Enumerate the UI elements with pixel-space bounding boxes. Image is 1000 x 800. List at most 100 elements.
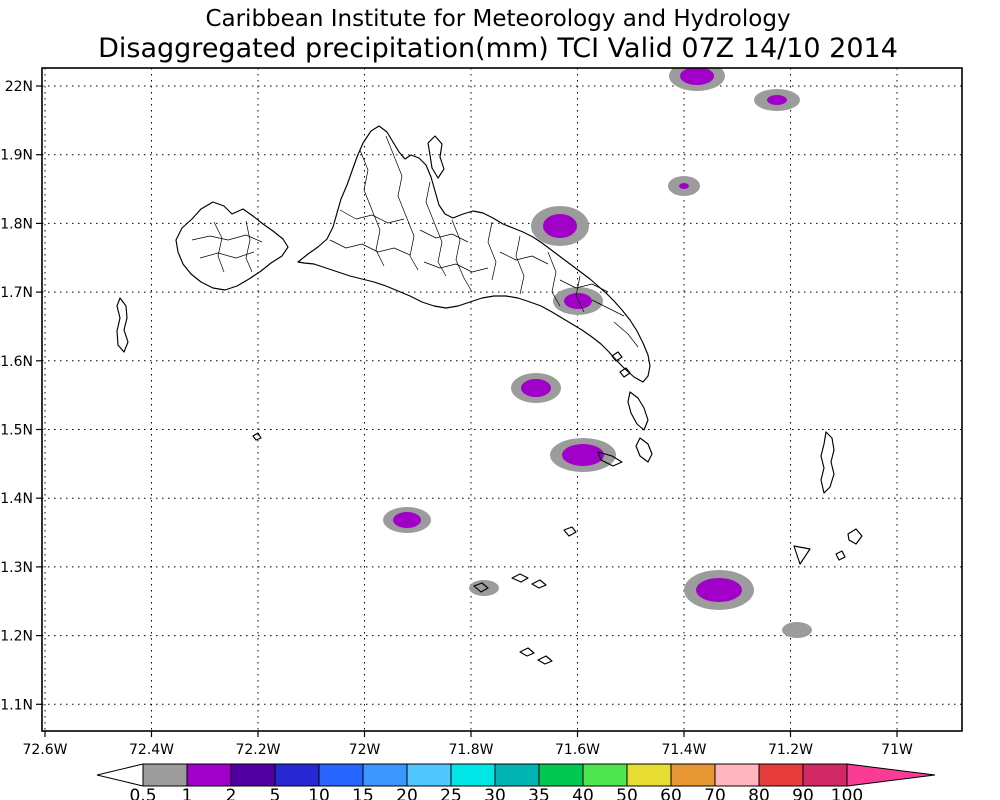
map-inner (42, 68, 962, 731)
precip-cell-inner (521, 379, 551, 397)
colorbar-segment (802, 763, 848, 787)
longitude-tick-label: 72.4W (129, 742, 174, 758)
coastline-detail (329, 239, 411, 256)
coastline (427, 135, 445, 179)
colorbar-segment (230, 763, 276, 787)
colorbar-segment (362, 763, 408, 787)
coastline (116, 297, 129, 353)
colorbar-segment (318, 763, 364, 787)
colorbar-segment (186, 763, 232, 787)
colorbar-segment (626, 763, 672, 787)
latitude-tick-label: 21.8N (0, 216, 33, 232)
latitude-tick-label: 21.9N (0, 148, 33, 164)
colorbar-tick-label: 15 (352, 786, 374, 800)
coastline (175, 201, 289, 291)
page-title: Caribbean Institute for Meteorology and … (205, 6, 790, 32)
latitude-tick-label: 21.3N (0, 560, 33, 576)
coastline (635, 437, 653, 463)
precip-cell-inner (562, 444, 604, 466)
precip-cell-inner (767, 95, 787, 105)
coastline-detail (191, 234, 263, 243)
coastline (473, 582, 489, 593)
latitude-tick-label: 21.1N (0, 697, 33, 713)
latitude-tick-label: 21.4N (0, 491, 33, 507)
colorbar-segment (406, 763, 452, 787)
coastline-detail (385, 135, 419, 271)
colorbar-tick-label: 80 (748, 786, 770, 800)
colorbar-segment (714, 763, 760, 787)
coastline-detail (487, 221, 497, 281)
colorbar-segment (582, 763, 628, 787)
coastline (252, 432, 262, 441)
coastline (537, 655, 553, 665)
coastline-detail (575, 275, 585, 313)
coastline (627, 391, 649, 431)
colorbar-tick-label: 70 (704, 786, 726, 800)
latitude-tick-label: 21.5N (0, 423, 33, 439)
coastline (619, 367, 631, 378)
colorbar-tick-label: 1 (182, 786, 193, 800)
precip-cell-outer (469, 580, 499, 596)
coastline-detail (199, 251, 255, 259)
precip-cell-inner (680, 68, 714, 85)
latitude-tick-label: 21.2N (0, 629, 33, 645)
latitude-tick-label: 21.6N (0, 354, 33, 370)
longitude-tick-label: 72.2W (235, 742, 280, 758)
coastline (835, 550, 846, 561)
page-subtitle: Disaggregated precipitation(mm) TCI Vali… (98, 33, 898, 64)
coastline-detail (499, 251, 549, 265)
coastline-detail (591, 299, 625, 317)
coastline-detail (515, 235, 525, 295)
map-border (41, 67, 963, 732)
colorbar: 0.5 1 2 5 10 15 20 25 30 35 40 50 60 70 80 90 100 (96, 763, 936, 800)
longitude-tick-label: 71.2W (768, 742, 813, 758)
coastline (519, 647, 535, 657)
colorbar-tick-label: 25 (440, 786, 462, 800)
longitude-tick-label: 72.6W (22, 742, 67, 758)
coastline-detail (359, 149, 385, 267)
precip-cell-inner (393, 512, 421, 528)
precip-cell-outer (782, 622, 812, 638)
colorbar-tick-label: 0.5 (129, 786, 156, 800)
colorbar-tick-label: 20 (396, 786, 418, 800)
coastline-detail (613, 321, 639, 348)
coastline (511, 573, 529, 583)
colorbar-segment (670, 763, 716, 787)
coastline-detail (547, 251, 561, 307)
coastline (847, 528, 863, 545)
coastline (531, 579, 547, 589)
coastline-detail (451, 219, 473, 293)
colorbar-tick-label: 30 (484, 786, 506, 800)
colorbar-tick-label: 50 (616, 786, 638, 800)
latitude-tick-label: 21.7N (0, 285, 33, 301)
colorbar-tick-label: 40 (572, 786, 594, 800)
coastline (597, 451, 623, 467)
colorbar-segment (758, 763, 804, 787)
coastline-detail (339, 209, 405, 224)
colorbar-tick-label: 10 (308, 786, 330, 800)
colorbar-over-arrow (846, 763, 936, 787)
coastline-detail (423, 261, 489, 273)
coastline-detail (425, 181, 447, 277)
colorbar-tick-label: 90 (792, 786, 814, 800)
longitude-tick-label: 71.4W (661, 742, 706, 758)
map-frame: 72.6W 72.4W 72.2W 72W 71.8W 71.6W 71.4W 71.2W 71… (0, 67, 963, 758)
coastline (611, 351, 623, 362)
coastline-detail (419, 229, 469, 243)
precip-cell-inner (543, 214, 577, 238)
colorbar-tick-label: 100 (831, 786, 863, 800)
colorbar-tick-label: 2 (226, 786, 237, 800)
longitude-tick-label: 71W (881, 742, 913, 758)
precip-cell-inner (679, 183, 689, 189)
colorbar-tick-label: 5 (270, 786, 281, 800)
precip-cell-inner (696, 578, 742, 602)
coastline (563, 526, 577, 537)
coastline (793, 545, 811, 565)
colorbar-tick-label: 60 (660, 786, 682, 800)
coastline (297, 125, 651, 383)
colorbar-under-arrow (96, 763, 144, 787)
colorbar-tick-label: 35 (528, 786, 550, 800)
coastline-detail (213, 221, 225, 273)
latitude-tick-label: 22N (5, 79, 33, 95)
